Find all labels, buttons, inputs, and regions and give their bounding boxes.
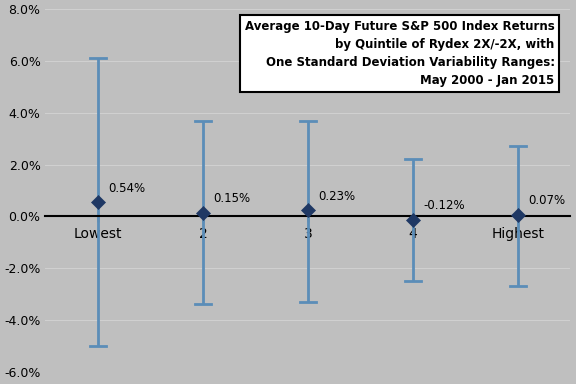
Text: 0.23%: 0.23%	[319, 190, 355, 203]
Text: 0.15%: 0.15%	[214, 192, 251, 205]
Text: -0.12%: -0.12%	[423, 199, 465, 212]
Text: 0.54%: 0.54%	[108, 182, 146, 195]
Text: Average 10-Day Future S&P 500 Index Returns
by Quintile of Rydex 2X/-2X, with
On: Average 10-Day Future S&P 500 Index Retu…	[245, 20, 555, 87]
Text: 0.07%: 0.07%	[528, 194, 566, 207]
